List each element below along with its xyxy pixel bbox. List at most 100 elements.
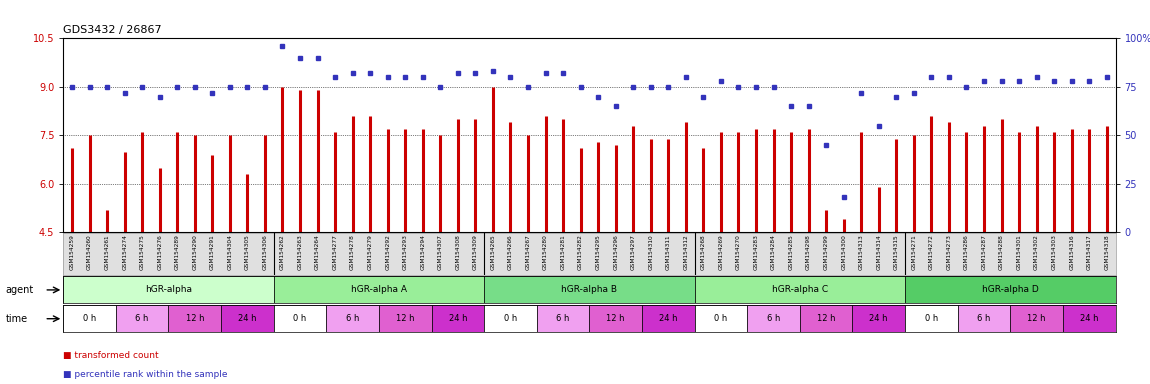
Text: GSM154318: GSM154318 — [1104, 234, 1110, 270]
Text: GSM154272: GSM154272 — [929, 234, 934, 270]
Text: GSM154317: GSM154317 — [1087, 234, 1091, 270]
Text: GSM154266: GSM154266 — [508, 234, 513, 270]
Text: 24 h: 24 h — [448, 314, 467, 323]
Text: 6 h: 6 h — [767, 314, 780, 323]
Text: GSM154284: GSM154284 — [770, 234, 776, 270]
Bar — [274, 276, 484, 303]
Text: 6 h: 6 h — [346, 314, 359, 323]
Text: GSM154293: GSM154293 — [402, 234, 408, 270]
Text: 6 h: 6 h — [136, 314, 148, 323]
Bar — [1063, 305, 1116, 332]
Text: 24 h: 24 h — [238, 314, 256, 323]
Bar — [380, 305, 431, 332]
Text: hGR-alpha A: hGR-alpha A — [351, 285, 407, 295]
Text: GSM154316: GSM154316 — [1070, 234, 1074, 270]
Text: GSM154290: GSM154290 — [192, 234, 198, 270]
Text: ■ transformed count: ■ transformed count — [63, 351, 159, 360]
Text: 0 h: 0 h — [83, 314, 97, 323]
Text: GSM154300: GSM154300 — [841, 234, 846, 270]
Text: time: time — [6, 314, 28, 324]
Bar — [484, 276, 695, 303]
Text: GSM154276: GSM154276 — [158, 234, 162, 270]
Text: GSM154262: GSM154262 — [279, 234, 285, 270]
Bar — [800, 305, 852, 332]
Bar — [484, 305, 537, 332]
Text: GSM154263: GSM154263 — [298, 234, 302, 270]
Text: GSM154304: GSM154304 — [228, 234, 232, 270]
Bar — [590, 305, 642, 332]
Text: GSM154302: GSM154302 — [1034, 234, 1040, 270]
Text: 0 h: 0 h — [293, 314, 307, 323]
Text: GSM154301: GSM154301 — [1017, 234, 1021, 270]
Text: GSM154277: GSM154277 — [332, 234, 338, 270]
Text: GSM154298: GSM154298 — [806, 234, 811, 270]
Bar — [695, 305, 748, 332]
Text: 24 h: 24 h — [1080, 314, 1098, 323]
Text: GSM154310: GSM154310 — [649, 234, 653, 270]
Text: GSM154314: GSM154314 — [876, 234, 881, 270]
Text: hGR-alpha D: hGR-alpha D — [982, 285, 1038, 295]
Text: GSM154303: GSM154303 — [1051, 234, 1057, 270]
Text: GSM154270: GSM154270 — [736, 234, 741, 270]
Text: hGR-alpha: hGR-alpha — [145, 285, 192, 295]
Bar — [905, 276, 1116, 303]
Text: ■ percentile rank within the sample: ■ percentile rank within the sample — [63, 370, 228, 379]
Bar — [642, 305, 695, 332]
Bar — [905, 305, 958, 332]
Text: GSM154295: GSM154295 — [596, 234, 600, 270]
Bar — [695, 276, 905, 303]
Text: GSM154305: GSM154305 — [245, 234, 250, 270]
Text: GSM154278: GSM154278 — [350, 234, 355, 270]
Bar — [852, 305, 905, 332]
Text: hGR-alpha C: hGR-alpha C — [772, 285, 828, 295]
Text: GSM154285: GSM154285 — [789, 234, 794, 270]
Text: GSM154289: GSM154289 — [175, 234, 179, 270]
Text: GSM154265: GSM154265 — [490, 234, 496, 270]
Text: GSM154294: GSM154294 — [420, 234, 426, 270]
Text: GSM154268: GSM154268 — [700, 234, 706, 270]
Bar — [748, 305, 800, 332]
Text: GSM154288: GSM154288 — [999, 234, 1004, 270]
Text: 24 h: 24 h — [659, 314, 677, 323]
Text: GSM154282: GSM154282 — [578, 234, 583, 270]
Text: GSM154306: GSM154306 — [262, 234, 268, 270]
Text: 12 h: 12 h — [816, 314, 835, 323]
Text: GDS3432 / 26867: GDS3432 / 26867 — [63, 25, 162, 35]
Text: hGR-alpha B: hGR-alpha B — [561, 285, 618, 295]
Bar — [537, 305, 590, 332]
Bar — [63, 276, 274, 303]
Text: GSM154292: GSM154292 — [385, 234, 390, 270]
Text: 6 h: 6 h — [557, 314, 569, 323]
Text: 0 h: 0 h — [714, 314, 728, 323]
Text: GSM154315: GSM154315 — [894, 234, 899, 270]
Text: 0 h: 0 h — [925, 314, 938, 323]
Text: GSM154259: GSM154259 — [69, 234, 75, 270]
Text: GSM154261: GSM154261 — [105, 234, 109, 270]
Text: 12 h: 12 h — [396, 314, 414, 323]
Text: GSM154281: GSM154281 — [560, 234, 566, 270]
Bar — [1011, 305, 1063, 332]
Text: GSM154299: GSM154299 — [823, 234, 829, 270]
Bar — [63, 305, 116, 332]
Text: agent: agent — [6, 285, 34, 295]
Text: GSM154309: GSM154309 — [473, 234, 478, 270]
Text: 12 h: 12 h — [185, 314, 204, 323]
Text: GSM154274: GSM154274 — [122, 234, 128, 270]
Text: GSM154312: GSM154312 — [683, 234, 689, 270]
Bar — [221, 305, 274, 332]
Text: GSM154286: GSM154286 — [964, 234, 969, 270]
Text: GSM154291: GSM154291 — [209, 234, 215, 270]
Text: GSM154313: GSM154313 — [859, 234, 864, 270]
Bar — [116, 305, 169, 332]
Text: GSM154279: GSM154279 — [368, 234, 373, 270]
Bar — [274, 305, 327, 332]
Text: GSM154308: GSM154308 — [455, 234, 460, 270]
Text: GSM154269: GSM154269 — [719, 234, 723, 270]
Text: GSM154260: GSM154260 — [87, 234, 92, 270]
Bar — [958, 305, 1011, 332]
Text: GSM154297: GSM154297 — [630, 234, 636, 270]
Text: GSM154267: GSM154267 — [526, 234, 530, 270]
Text: 12 h: 12 h — [1027, 314, 1045, 323]
Bar — [431, 305, 484, 332]
Text: GSM154311: GSM154311 — [666, 234, 670, 270]
